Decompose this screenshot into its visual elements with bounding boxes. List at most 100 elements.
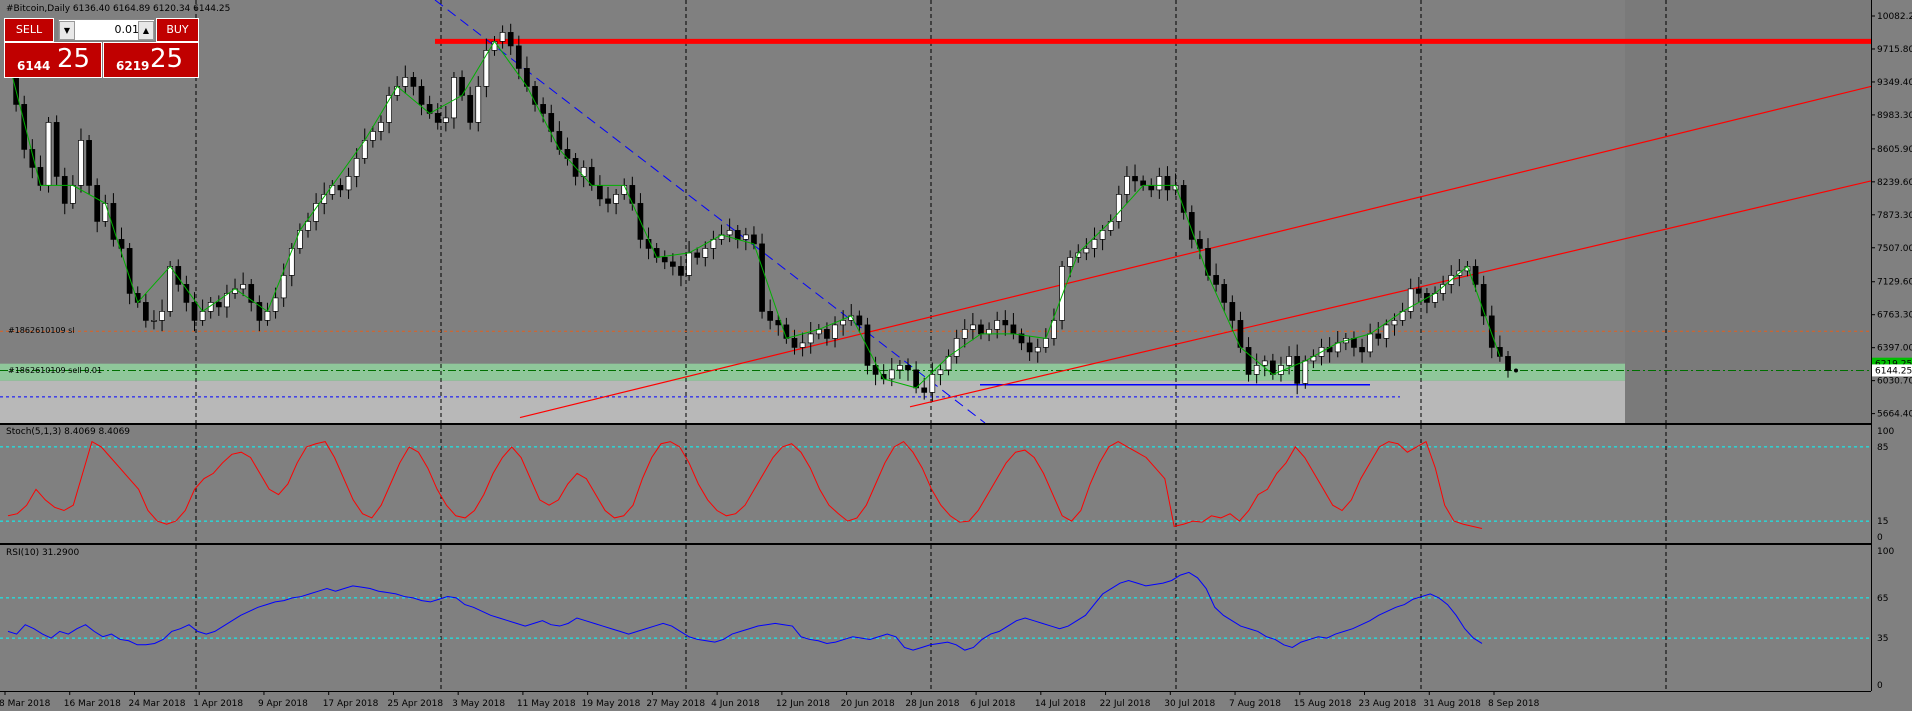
candle: [345, 176, 352, 191]
buy-button[interactable]: BUY: [156, 18, 199, 42]
candle: [305, 221, 311, 231]
candle: [1294, 356, 1301, 384]
price-tick-label: 8239.60: [1877, 178, 1912, 188]
rsi-chart[interactable]: [0, 545, 1871, 691]
rsi-axis-label: 100: [1877, 547, 1894, 557]
price-axis-bg: [1871, 0, 1912, 711]
candle: [240, 284, 246, 290]
rsi-panel[interactable]: [0, 545, 1871, 691]
candle: [1197, 239, 1203, 249]
candle: [353, 158, 360, 177]
lot-decrease-button[interactable]: ▼: [59, 21, 75, 40]
stochastic-label: Stoch(5,1,3) 8.4069 8.4069: [6, 427, 131, 437]
candle: [370, 131, 376, 141]
candle: [1026, 342, 1033, 353]
candle: [1253, 365, 1260, 375]
time-axis-bg: [0, 691, 1871, 711]
candle: [272, 297, 279, 312]
candle: [986, 329, 992, 335]
candle: [661, 257, 668, 263]
candle: [256, 302, 263, 321]
candle: [1505, 356, 1511, 371]
lot-increase-button[interactable]: ▲: [138, 21, 154, 40]
buy-price-box[interactable]: 6219 25: [103, 42, 199, 78]
time-tick-label: 16 Mar 2018: [64, 699, 121, 709]
time-tick-label: 6 Jul 2018: [970, 699, 1015, 709]
time-tick-label: 19 May 2018: [582, 699, 641, 709]
candle: [897, 365, 903, 371]
candle: [767, 311, 774, 321]
stochastic-panel[interactable]: [0, 425, 1871, 543]
candle: [548, 113, 555, 132]
time-axis[interactable]: 8 Mar 2018 16 Mar 2018 24 Mar 2018 1 Apr 20…: [0, 691, 1871, 711]
candle: [191, 302, 198, 321]
current-price-dot: [1514, 368, 1518, 373]
candle: [1140, 180, 1146, 186]
candle: [807, 333, 814, 344]
price-axis[interactable]: 10082.20 9715.80 9349.40 8983.30 8605.90 8239…: [1871, 0, 1912, 711]
candle: [694, 252, 701, 258]
rsi-axis-label: 65: [1877, 594, 1888, 604]
time-tick-label: 4 Jun 2018: [711, 699, 760, 709]
candle: [1132, 176, 1138, 182]
candle: [759, 243, 765, 312]
chart-title: #Bitcoin,Daily 6136.40 6164.89 6120.34 6…: [6, 4, 231, 14]
time-tick-label: 25 Apr 2018: [387, 699, 443, 709]
sell-price-box[interactable]: 6144 25: [4, 42, 102, 78]
candle: [1213, 275, 1219, 285]
candle: [1010, 324, 1017, 335]
candle: [961, 329, 968, 339]
candle: [1156, 176, 1163, 191]
buy-price-pips: 25: [150, 44, 184, 74]
candle: [1229, 302, 1236, 321]
candle: [86, 140, 92, 186]
rsi-axis-label: 0: [1877, 681, 1883, 691]
price-tick-label: 7873.30: [1877, 211, 1912, 221]
candle: [791, 338, 798, 348]
candle: [1351, 338, 1357, 348]
time-tick-label: 9 Apr 2018: [258, 699, 308, 709]
candle: [1091, 239, 1098, 249]
candle: [451, 77, 457, 119]
candle: [1221, 284, 1228, 303]
candle: [248, 284, 255, 303]
time-tick-label: 30 Jul 2018: [1164, 699, 1215, 709]
buy-price-main: 6219: [116, 59, 150, 73]
candle: [167, 266, 174, 312]
stoch-axis-label: 100: [1877, 427, 1894, 437]
time-tick-label: 11 May 2018: [517, 699, 576, 709]
candle: [1148, 185, 1155, 191]
rsi-line: [7, 571, 1483, 651]
candle: [1488, 315, 1495, 348]
price-tick-label: 7129.60: [1877, 278, 1912, 288]
stochastic-chart[interactable]: [0, 425, 1871, 543]
candle: [329, 185, 336, 195]
candle: [1083, 248, 1090, 254]
channel-upper-line: [519, 85, 1871, 419]
candle: [515, 45, 522, 69]
candle: [678, 266, 684, 276]
price-chart[interactable]: [0, 0, 1871, 423]
candle: [507, 32, 514, 47]
candle: [1359, 347, 1365, 353]
price-tick-label: 9715.80: [1877, 45, 1912, 55]
time-tick-label: 27 May 2018: [646, 699, 705, 709]
price-tick-label: 8983.30: [1877, 111, 1912, 121]
candle: [1002, 320, 1009, 326]
candle: [613, 194, 619, 204]
candle: [1034, 347, 1041, 353]
candle: [953, 338, 960, 357]
candle: [102, 203, 109, 222]
candle: [1367, 333, 1374, 353]
sell-button[interactable]: SELL: [4, 18, 54, 42]
candle: [483, 50, 490, 87]
candle: [1480, 284, 1487, 317]
lot-size-input[interactable]: [75, 21, 143, 37]
main-chart-panel[interactable]: [0, 0, 1871, 423]
time-tick-label: 28 Jun 2018: [905, 699, 959, 709]
candle: [94, 185, 101, 222]
price-tick-label: 6030.70: [1877, 377, 1912, 387]
time-tick-label: 14 Jul 2018: [1035, 699, 1086, 709]
candle: [321, 194, 328, 204]
